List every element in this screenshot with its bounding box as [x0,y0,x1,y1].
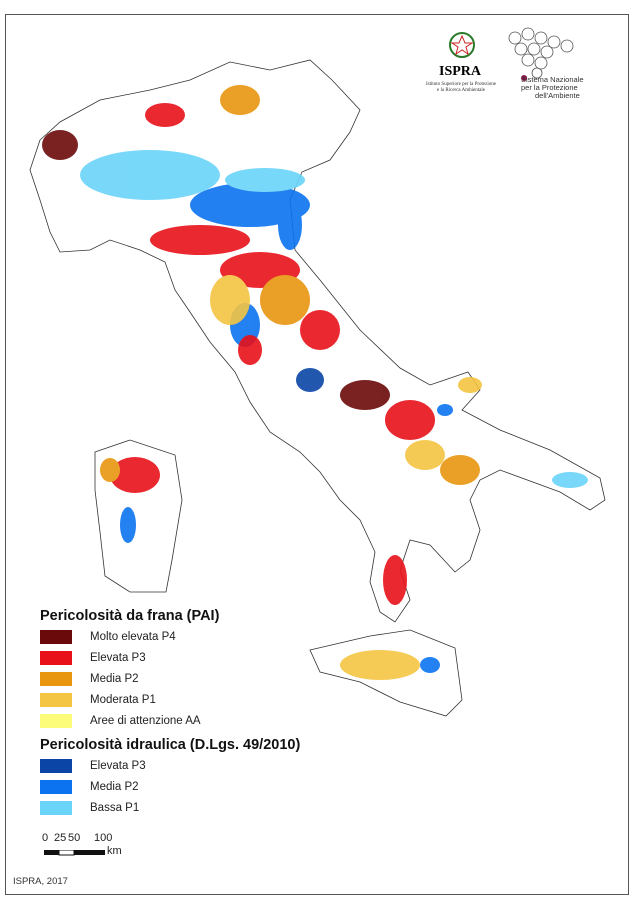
legend-label: Media P2 [90,672,139,685]
legend-label: Bassa P1 [90,801,140,814]
legend-swatch [40,758,72,773]
landslide-hazard-areas [42,85,482,680]
scale-tick-label: 0 [42,832,49,844]
legend-label: Media P2 [90,780,139,793]
map-frame [5,14,629,895]
legend-item: Aree di attenzione AA [40,713,201,728]
ispra-logo-subtitle: Istituto Superiore per la Protezione e l… [421,82,501,94]
landslide-legend-title: Pericolosità da frana (PAI) [40,608,220,624]
legend-label: Elevata P3 [90,651,146,664]
footer-credit: ISPRA, 2017 [13,876,68,887]
legend-item: Media P2 [40,779,139,794]
scale-tick-label: 50 [68,832,81,844]
ispra-emblem [449,32,475,58]
legend-item: Moderata P1 [40,692,156,707]
legend-swatch [40,713,72,728]
snpa-logo-text: Sistema Nazionale per la Protezione dell… [521,76,584,100]
ispra-subtitle-line: e la Ricerca Ambientale [437,88,485,93]
legend-item: Elevata P3 [40,758,146,773]
legend-item: Elevata P3 [40,650,146,665]
legend-label: Elevata P3 [90,759,146,772]
legend-label: Aree di attenzione AA [90,714,201,727]
legend-swatch [40,671,72,686]
legend-label: Molto elevata P4 [90,630,176,643]
legend-label: Moderata P1 [90,693,156,706]
scale-bar [44,850,105,856]
legend-item: Molto elevata P4 [40,629,176,644]
legend-item: Media P2 [40,671,139,686]
snpa-line: dell'Ambiente [535,91,580,100]
scale-unit: km [107,845,122,857]
legend-swatch [40,650,72,665]
ispra-logo-name: ISPRA [439,64,482,79]
legend-swatch [40,629,72,644]
snpa-hexagon-logo [508,27,574,81]
legend-swatch [40,779,72,794]
snpa-line: Sistema Nazionale [521,75,584,84]
legend-swatch [40,692,72,707]
scale-tick-label: 25 [54,832,67,844]
hydraulic-legend-title: Pericolosità idraulica (D.Lgs. 49/2010) [40,737,301,753]
hydraulic-hazard-areas [80,150,588,673]
ispra-subtitle-line: Istituto Superiore per la Protezione [426,82,496,87]
legend-swatch [40,800,72,815]
snpa-line: per la Protezione [521,83,578,92]
legend-item: Bassa P1 [40,800,139,815]
scale-tick-label: 100 [94,832,113,844]
